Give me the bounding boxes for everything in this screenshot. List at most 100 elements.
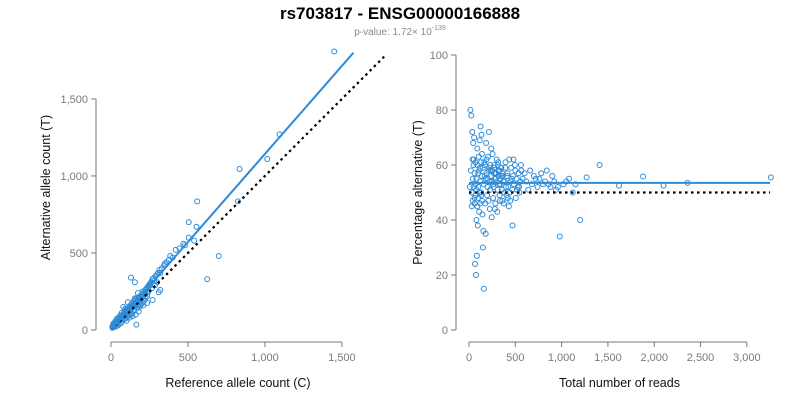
right-data-point [495, 159, 502, 166]
right-data-point [472, 261, 479, 267]
left-data-point [204, 276, 211, 283]
right-data-point [494, 186, 501, 193]
left-data-point [157, 270, 164, 276]
right-x-tick-label: 1,000 [548, 352, 576, 364]
left-y-axis-label: Alternative allele count (T) [39, 115, 53, 260]
right-data-point [512, 195, 519, 201]
left-data-point [191, 237, 198, 244]
right-data-point [536, 175, 543, 182]
right-data-point [518, 167, 525, 174]
right-data-point [503, 173, 510, 179]
right-data-point [525, 186, 532, 193]
right-data-point [551, 178, 558, 185]
right-data-point [527, 167, 534, 174]
right-data-point [502, 164, 509, 171]
right-y-tick-label: 100 [430, 50, 448, 62]
right-data-point [482, 175, 489, 182]
left-x-axis-label: Reference allele count (C) [165, 376, 310, 390]
left-y-tick-label: 0 [82, 325, 88, 337]
right-data-point [569, 189, 576, 196]
right-data-point [538, 170, 545, 177]
right-data-point [473, 217, 480, 223]
right-y-tick-label: 40 [436, 215, 448, 227]
percentage-alternative-scatter-panel: 0 20 40 60 80 100 0 500 1,000 1,500 2,000 2,500 3,00… [411, 50, 774, 390]
left-x-tick-label: 1,000 [251, 352, 279, 364]
right-data-point [510, 156, 517, 163]
right-data-point [477, 123, 484, 130]
right-data-point [477, 178, 484, 185]
right-data-point [502, 159, 509, 166]
right-data-point [479, 244, 486, 251]
right-data-point [483, 140, 490, 146]
right-data-point [491, 162, 498, 168]
right-x-axis-label: Total number of reads [559, 376, 680, 390]
left-data-point [114, 319, 121, 326]
left-data-point [185, 219, 192, 226]
right-y-tick-label: 20 [436, 270, 448, 282]
right-data-point [507, 197, 514, 204]
right-x-tick-label: 0 [466, 352, 472, 364]
left-y-tick-label: 500 [70, 248, 88, 260]
left-data-point [155, 289, 162, 296]
chart-title: rs703817 - ENSG00000166888 [279, 4, 521, 23]
right-data-point [534, 184, 541, 190]
right-data-point [476, 208, 483, 215]
right-data-point [640, 173, 647, 180]
right-data-point [516, 189, 523, 196]
right-data-point [509, 222, 516, 229]
right-y-tick-label: 0 [442, 325, 448, 337]
right-data-point [471, 170, 478, 177]
right-data-point [530, 173, 537, 179]
right-data-point [583, 174, 590, 181]
right-data-point [508, 164, 515, 171]
right-data-point [501, 178, 508, 185]
right-data-point [488, 145, 495, 152]
right-data-point [472, 272, 479, 278]
right-data-point [478, 197, 485, 204]
right-data-point [560, 181, 567, 188]
right-data-point [469, 175, 476, 182]
right-data-point [476, 137, 483, 144]
right-data-point [475, 170, 482, 177]
right-data-point [514, 184, 521, 190]
right-data-point [487, 162, 494, 168]
right-data-point [497, 197, 504, 204]
right-data-point [500, 200, 507, 207]
p-value-exponent: -139 [431, 25, 446, 32]
left-data-point [128, 274, 135, 281]
right-data-point [489, 151, 496, 157]
right-data-point [478, 151, 485, 157]
right-data-point [767, 174, 774, 181]
right-x-tick-label: 500 [506, 352, 524, 364]
right-data-point [478, 173, 485, 179]
right-data-point [517, 178, 524, 185]
right-data-point [470, 140, 477, 146]
right-data-point [511, 162, 518, 168]
left-fit-line [110, 52, 355, 331]
right-data-point [473, 175, 480, 182]
right-data-point [490, 181, 497, 188]
right-data-point [510, 181, 517, 188]
right-data-point [572, 181, 579, 188]
right-data-point [498, 186, 505, 193]
right-data-point [490, 184, 497, 190]
right-data-point [513, 175, 520, 182]
left-x-tick-label: 1,500 [328, 352, 356, 364]
right-data-point [474, 145, 481, 152]
right-data-point [482, 200, 489, 207]
right-data-point [478, 189, 485, 196]
right-data-point [494, 208, 501, 215]
right-data-point [494, 162, 501, 168]
right-data-point [499, 170, 506, 177]
right-data-point [491, 164, 498, 171]
right-data-point [479, 211, 486, 218]
right-x-tick-label: 1,500 [594, 352, 622, 364]
left-data-point [181, 242, 188, 249]
right-data-point [486, 206, 493, 212]
right-data-point [490, 195, 497, 201]
left-data-point [131, 279, 138, 286]
right-data-point [553, 186, 560, 193]
right-data-point [481, 159, 488, 166]
left-data-point [149, 296, 156, 303]
